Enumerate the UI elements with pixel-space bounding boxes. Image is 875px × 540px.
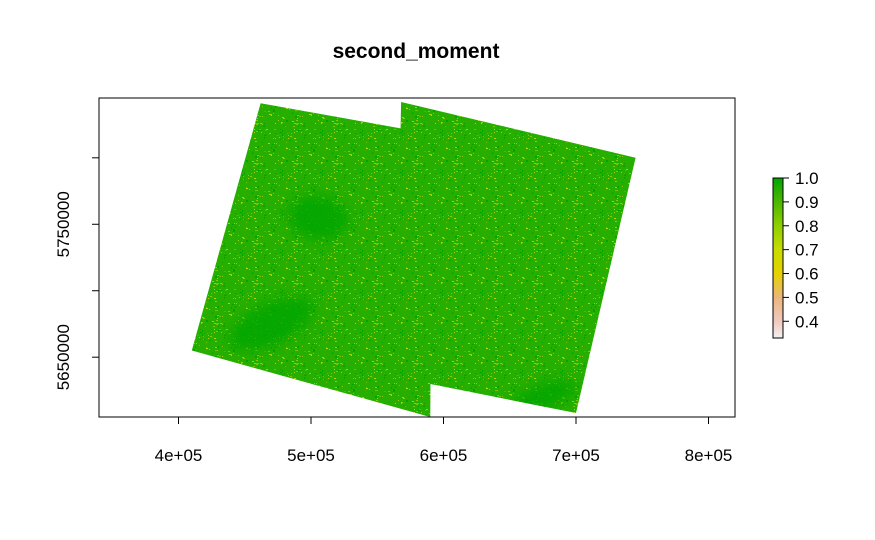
raster-layer — [191, 102, 636, 418]
colorbar-tick-label: 0.8 — [795, 217, 819, 236]
x-tick-label: 5e+05 — [287, 446, 335, 465]
dark-patch-1 — [229, 297, 313, 351]
chart-title: second_moment — [333, 40, 500, 63]
colorbar-bar — [772, 177, 784, 339]
y-tick-label: 5750000 — [54, 191, 73, 257]
colorbar-tick-label: 0.6 — [795, 265, 819, 284]
colorbar-tick-label: 1.0 — [795, 169, 819, 188]
colorbar-tick-label: 0.9 — [795, 193, 819, 212]
colorbar-tick-label: 0.4 — [795, 312, 819, 331]
raster-tile-1 — [191, 103, 432, 418]
colorbar-tick-label: 0.7 — [795, 241, 819, 260]
x-tick-label: 4e+05 — [155, 446, 203, 465]
x-tick-label: 6e+05 — [420, 446, 468, 465]
colorbar-tick-label: 0.5 — [795, 288, 819, 307]
x-tick-label: 8e+05 — [685, 446, 733, 465]
x-tick-label: 7e+05 — [552, 446, 600, 465]
y-tick-label: 5650000 — [54, 324, 73, 390]
raster-tile-2 — [395, 102, 636, 413]
x-axis: 4e+05 5e+05 6e+05 7e+05 8e+05 — [155, 416, 733, 465]
colorbar: 1.0 0.9 0.8 0.7 0.6 0.5 0.4 — [772, 169, 819, 339]
y-axis: 5650000 5750000 — [54, 157, 99, 390]
dark-patch-2 — [287, 195, 348, 240]
